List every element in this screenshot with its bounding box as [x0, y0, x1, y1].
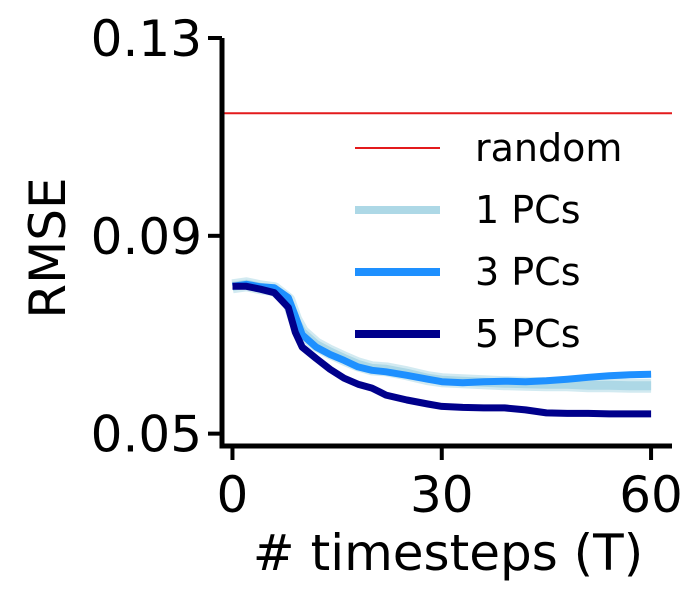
- axes: [219, 38, 672, 449]
- legend-label-3-pcs: 3 PCs: [475, 250, 581, 294]
- x-tick-label: 0: [217, 466, 249, 524]
- series-line-5-pcs: [232, 282, 652, 418]
- y-axis-label: RMSE: [19, 177, 77, 318]
- legend-label-random: random: [475, 126, 622, 170]
- x-axis-label: # timesteps (T): [253, 524, 643, 582]
- legend-label-1-pcs: 1 PCs: [475, 188, 581, 232]
- x-tick-label: 30: [410, 466, 474, 524]
- series-line-3-pcs: [232, 280, 652, 387]
- x-tick-label: 60: [619, 466, 683, 524]
- legend-label-5-pcs: 5 PCs: [475, 312, 581, 356]
- ticks: 0.05 0.09 0.13 0 30 60: [91, 10, 683, 524]
- y-tick-label: 0.13: [91, 10, 202, 68]
- y-tick-label: 0.09: [91, 208, 202, 266]
- y-tick-label: 0.05: [91, 406, 202, 464]
- legend: random 1 PCs 3 PCs 5 PCs: [355, 126, 622, 356]
- plot-lines: [222, 112, 672, 418]
